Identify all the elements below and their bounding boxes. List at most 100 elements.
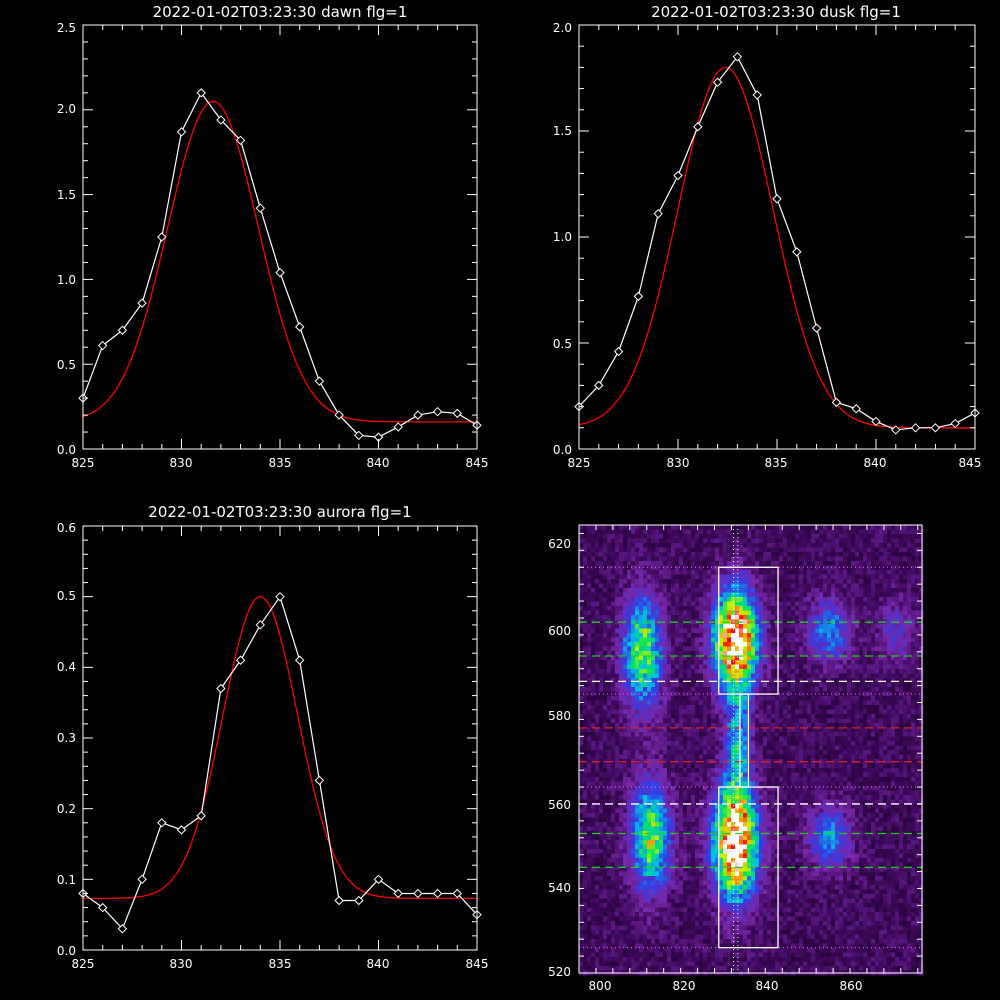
image-pixel [831, 682, 836, 688]
image-pixel [799, 772, 804, 778]
image-pixel [667, 547, 672, 553]
image-pixel [851, 646, 856, 652]
image-pixel [595, 642, 600, 647]
image-pixel [907, 583, 912, 589]
image-pixel [839, 556, 844, 562]
image-pixel [775, 714, 780, 719]
image-pixel [895, 556, 900, 562]
image-pixel [823, 687, 828, 692]
image-pixel [711, 525, 716, 530]
image-pixel [903, 615, 908, 620]
image-pixel [831, 583, 836, 589]
image-pixel [647, 637, 652, 643]
image-pixel [719, 615, 724, 620]
image-pixel [743, 552, 748, 557]
image-pixel [903, 538, 908, 544]
image-pixel [731, 552, 736, 557]
image-pixel [591, 552, 596, 557]
image-pixel [651, 763, 656, 769]
image-pixel [615, 574, 620, 580]
image-pixel [739, 592, 744, 598]
image-pixel [727, 669, 732, 674]
image-pixel [871, 642, 876, 647]
image-pixel [903, 669, 908, 674]
image-pixel [919, 687, 924, 692]
image-pixel [891, 624, 896, 629]
image-pixel [907, 718, 912, 724]
image-pixel [779, 750, 784, 755]
image-pixel [719, 601, 724, 607]
image-pixel [867, 646, 872, 652]
image-pixel [911, 678, 916, 683]
image-pixel [727, 772, 732, 778]
image-pixel [915, 552, 920, 557]
image-pixel [887, 777, 892, 782]
image-pixel [671, 678, 676, 683]
image-pixel [591, 673, 596, 679]
image-pixel [651, 624, 656, 629]
image-pixel [883, 534, 888, 539]
image-pixel [703, 669, 708, 674]
image-pixel [655, 570, 660, 575]
image-pixel [791, 777, 796, 782]
image-pixel [895, 534, 900, 539]
image-pixel [891, 723, 896, 728]
image-pixel [911, 691, 916, 697]
image-pixel [707, 529, 712, 535]
image-pixel [699, 615, 704, 620]
image-pixel [599, 669, 604, 674]
image-pixel [823, 543, 828, 548]
image-pixel [619, 687, 624, 692]
image-pixel [751, 547, 756, 553]
image-pixel [611, 538, 616, 544]
image-pixel [751, 597, 756, 602]
image-pixel [779, 781, 784, 787]
image-pixel [703, 705, 708, 710]
image-pixel [639, 615, 644, 620]
image-pixel [643, 714, 648, 719]
image-pixel [775, 754, 780, 760]
image-pixel [719, 772, 724, 778]
image-pixel [915, 714, 920, 719]
image-pixel [603, 583, 608, 589]
image-pixel [587, 610, 592, 616]
image-pixel [835, 529, 840, 535]
image-pixel [871, 750, 876, 755]
image-pixel [767, 525, 772, 530]
image-pixel [839, 727, 844, 733]
image-pixel [679, 637, 684, 643]
image-pixel [883, 745, 888, 751]
image-pixel [667, 781, 672, 787]
image-pixel [603, 732, 608, 737]
image-pixel [763, 754, 768, 760]
image-pixel [647, 750, 652, 755]
image-pixel [679, 772, 684, 778]
image-pixel [871, 574, 876, 580]
image-pixel [683, 543, 688, 548]
image-pixel [867, 601, 872, 607]
image-pixel [631, 592, 636, 598]
image-pixel [599, 709, 604, 715]
image-pixel [815, 574, 820, 580]
image-pixel [899, 561, 904, 566]
image-pixel [631, 615, 636, 620]
image-pixel [799, 709, 804, 715]
image-pixel [739, 525, 744, 530]
image-pixel [883, 543, 888, 548]
image-pixel [815, 709, 820, 715]
image-pixel [635, 579, 640, 584]
image-pixel [763, 768, 768, 773]
image-pixel [839, 543, 844, 548]
image-pixel [695, 763, 700, 769]
image-pixel [703, 718, 708, 724]
image-pixel [799, 556, 804, 562]
image-pixel [647, 552, 652, 557]
image-pixel [915, 687, 920, 692]
image-pixel [767, 723, 772, 728]
image-pixel [799, 601, 804, 607]
image-pixel [623, 579, 628, 584]
image-pixel [715, 651, 720, 656]
image-pixel [899, 624, 904, 629]
image-pixel [771, 525, 776, 530]
image-pixel [787, 529, 792, 535]
